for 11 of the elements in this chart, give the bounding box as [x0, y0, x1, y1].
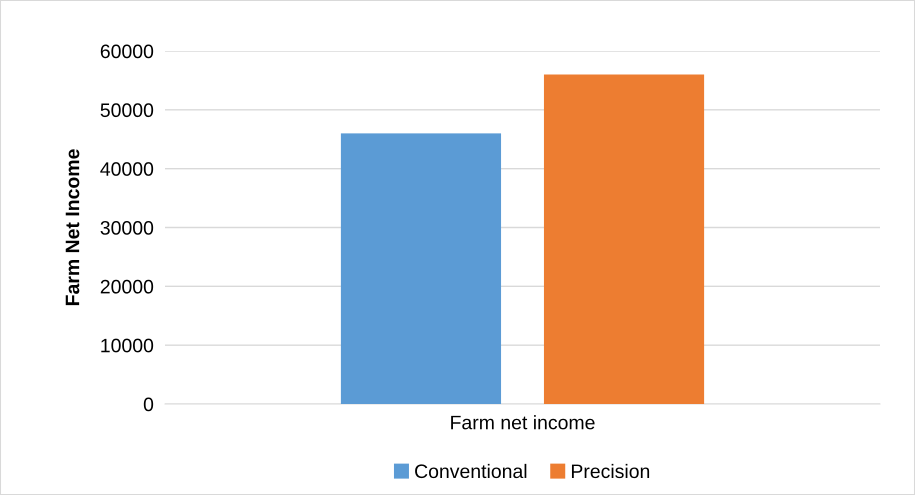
legend-label: Precision: [572, 464, 650, 478]
y-axis-title: Farm Net Income: [66, 149, 80, 306]
x-tick-label: Farm net income: [451, 415, 595, 430]
legend-label: Conventional: [415, 464, 526, 478]
y-tick-label: 50000: [100, 103, 154, 118]
y-tick-label: 0: [144, 397, 154, 412]
y-tick-label: 40000: [100, 162, 154, 176]
y-tick-label: 30000: [100, 220, 154, 235]
y-tick-label: 10000: [101, 338, 154, 352]
y-tick-label: 60000: [100, 44, 154, 58]
y-tick-label: 20000: [100, 280, 154, 294]
